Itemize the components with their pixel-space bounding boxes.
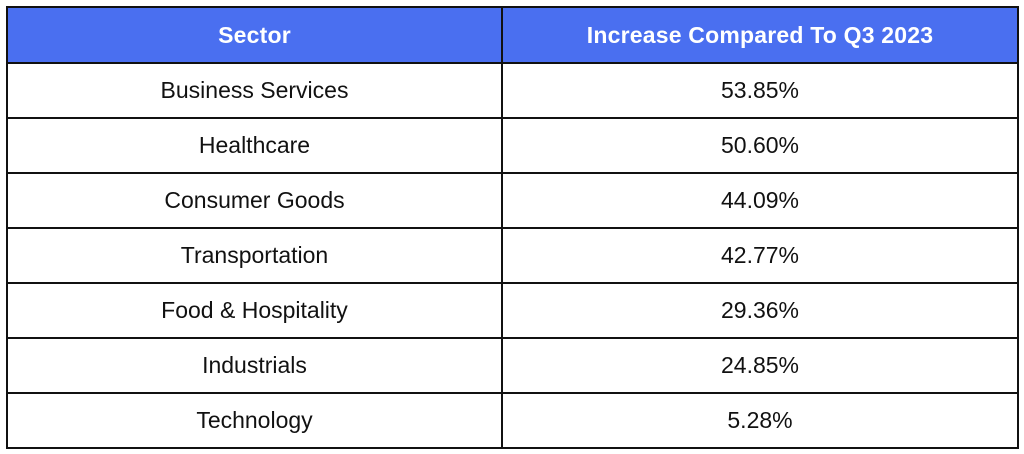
sector-cell: Industrials (6, 337, 503, 394)
column-header-sector: Sector (6, 6, 503, 64)
increase-cell: 50.60% (501, 117, 1019, 174)
increase-cell: 24.85% (501, 337, 1019, 394)
sector-cell: Healthcare (6, 117, 503, 174)
sector-cell: Food & Hospitality (6, 282, 503, 339)
table-row: Technology 5.28% (6, 392, 1019, 449)
sector-cell: Technology (6, 392, 503, 449)
table-row: Transportation 42.77% (6, 227, 1019, 284)
table-row: Business Services 53.85% (6, 62, 1019, 119)
sector-increase-table-container: Sector Increase Compared To Q3 2023 Busi… (6, 6, 1019, 449)
sector-cell: Consumer Goods (6, 172, 503, 229)
header-row: Sector Increase Compared To Q3 2023 (6, 6, 1019, 64)
sector-cell: Transportation (6, 227, 503, 284)
sector-increase-table: Sector Increase Compared To Q3 2023 Busi… (6, 6, 1019, 449)
table-row: Industrials 24.85% (6, 337, 1019, 394)
increase-cell: 42.77% (501, 227, 1019, 284)
table-row: Consumer Goods 44.09% (6, 172, 1019, 229)
table-row: Healthcare 50.60% (6, 117, 1019, 174)
increase-cell: 5.28% (501, 392, 1019, 449)
increase-cell: 29.36% (501, 282, 1019, 339)
table-row: Food & Hospitality 29.36% (6, 282, 1019, 339)
increase-cell: 44.09% (501, 172, 1019, 229)
sector-cell: Business Services (6, 62, 503, 119)
column-header-increase: Increase Compared To Q3 2023 (501, 6, 1019, 64)
increase-cell: 53.85% (501, 62, 1019, 119)
